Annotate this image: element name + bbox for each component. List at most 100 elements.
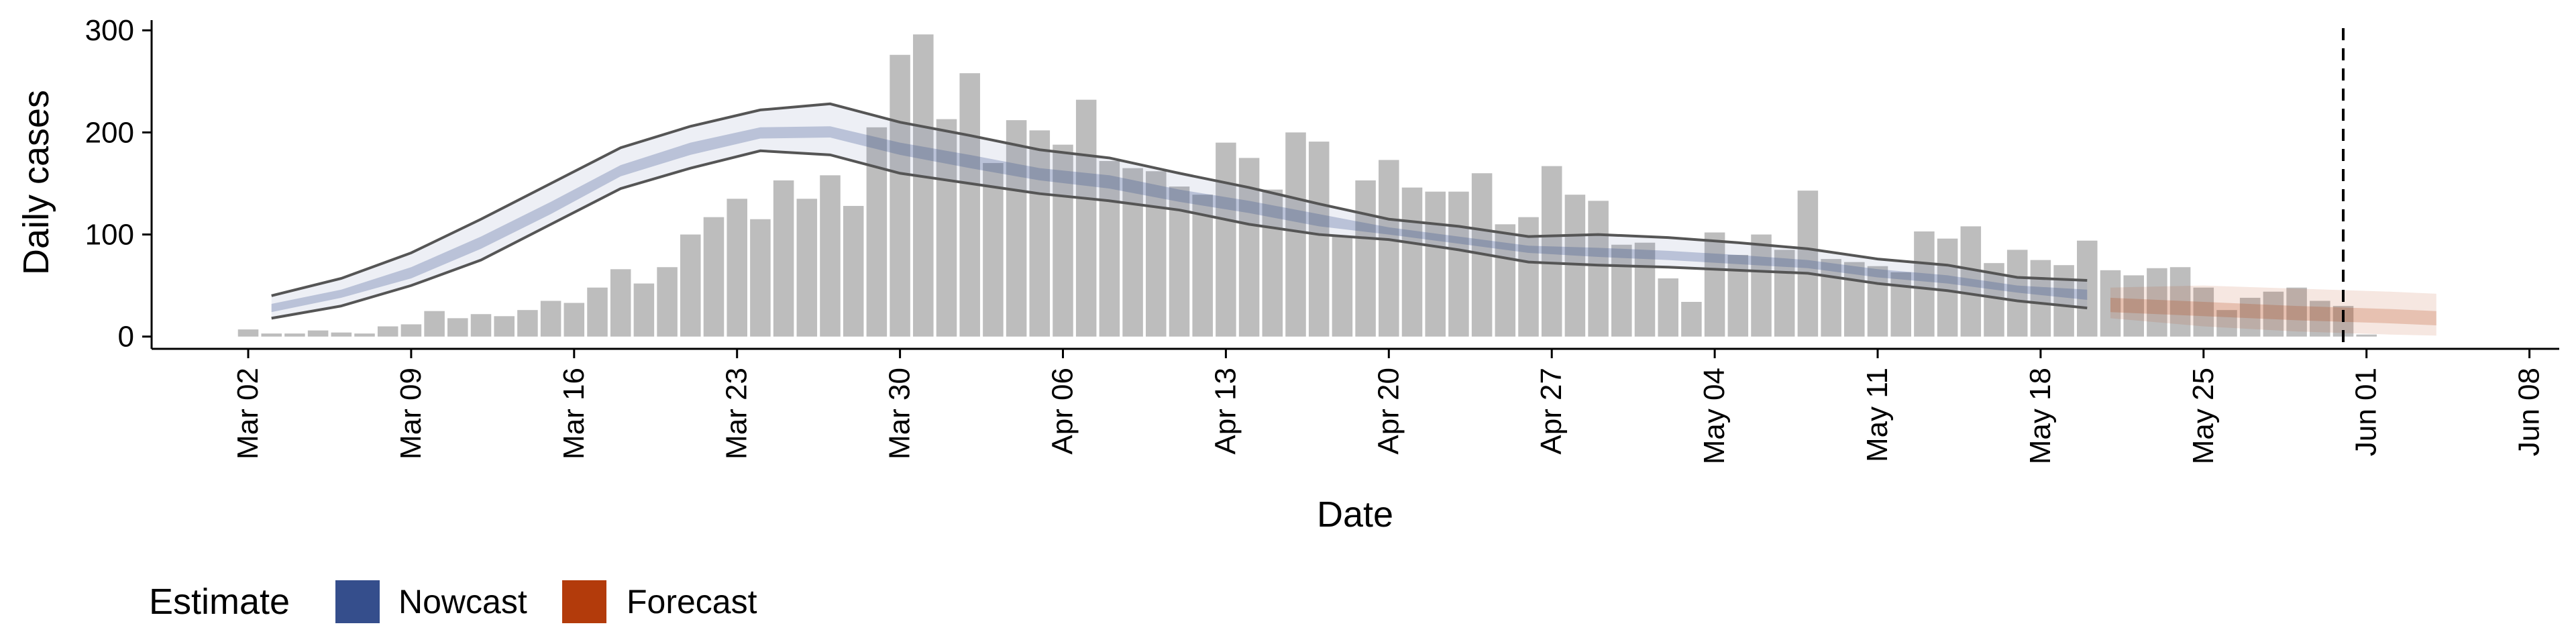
bar [284, 333, 305, 337]
bar [2356, 334, 2377, 337]
bar [1099, 161, 1120, 337]
bar [540, 301, 561, 337]
bar [680, 234, 701, 337]
x-tick-label: Apr 27 [1535, 368, 1568, 455]
bar [2077, 240, 2098, 337]
bar [354, 333, 375, 337]
bar [400, 324, 422, 337]
bar [2216, 310, 2237, 337]
bar [1285, 132, 1306, 337]
bar [1075, 99, 1097, 337]
bar [1611, 244, 1632, 337]
bar [517, 310, 538, 337]
y-axis-title: Daily cases [16, 90, 56, 275]
bar [913, 34, 934, 337]
bar [1588, 201, 1609, 337]
bar [470, 314, 492, 337]
bar [983, 163, 1004, 337]
bar [1960, 226, 1982, 337]
bar [1122, 168, 1143, 337]
bar [331, 332, 352, 337]
bar [1541, 166, 1562, 337]
bar [1774, 250, 1795, 337]
legend-label-nowcast: Nowcast [398, 583, 527, 621]
bar [1797, 191, 1819, 337]
bar [796, 199, 818, 337]
bar [1216, 142, 1236, 337]
bar [1379, 160, 1399, 337]
x-tick-label: Mar 30 [883, 368, 916, 460]
bar [1634, 242, 1656, 337]
bar [2006, 250, 2028, 337]
bar [610, 269, 631, 337]
lines-layer [271, 102, 2088, 320]
bar [890, 54, 910, 337]
y-tick-label: 0 [118, 321, 134, 354]
bar [494, 316, 515, 337]
bar [564, 303, 585, 337]
x-tick-label: Jun 01 [2350, 368, 2383, 456]
bar [1704, 232, 1725, 337]
bar [2147, 268, 2167, 337]
bands-layer [271, 103, 2436, 336]
x-tick-label: May 25 [2187, 368, 2220, 464]
legend-title: Estimate [149, 582, 290, 622]
bar [1029, 130, 1051, 337]
bar [820, 175, 841, 337]
bar [1821, 259, 1841, 337]
y-tick-label: 100 [85, 219, 134, 252]
bar [1053, 144, 1073, 337]
legend-key-forecast [562, 580, 606, 623]
bar [587, 287, 608, 337]
x-tick-label: Apr 06 [1046, 368, 1079, 455]
bar [1890, 272, 1911, 337]
bar [1448, 191, 1469, 337]
bar [1192, 195, 1213, 337]
bar [1401, 187, 1423, 337]
bar [1914, 231, 1935, 337]
bar [936, 119, 957, 337]
bar [657, 267, 678, 337]
forecast-band-90 [2110, 285, 2436, 336]
bar [750, 219, 771, 337]
x-tick-label: Mar 23 [720, 368, 753, 460]
x-axis-ticks: Mar 02 Mar 09 Mar 16 Mar 23 Mar 30 Apr 06 Apr … [231, 349, 2546, 464]
y-tick-label: 300 [85, 14, 134, 47]
nowcast-upper-line [271, 102, 2088, 297]
legend-key-nowcast [335, 580, 380, 623]
bar [2286, 287, 2307, 337]
bar [1495, 224, 1516, 337]
bar [2100, 270, 2121, 337]
bar [1262, 189, 1283, 337]
bar [307, 330, 329, 337]
bar [633, 283, 655, 337]
bar [1355, 180, 1376, 337]
bar [377, 326, 398, 337]
bar [447, 318, 468, 337]
bar [261, 333, 282, 337]
bar [2053, 265, 2074, 337]
x-tick-label: Jun 08 [2513, 368, 2546, 456]
bar [866, 127, 888, 337]
x-tick-label: Mar 16 [557, 368, 590, 460]
x-tick-label: May 18 [2024, 368, 2057, 464]
bar [237, 329, 259, 337]
bar [1937, 238, 1958, 337]
bar [2193, 287, 2214, 337]
x-tick-label: Mar 09 [394, 368, 427, 460]
bar [1006, 120, 1027, 337]
nowcast-band-90 [271, 103, 2088, 319]
bar [703, 217, 724, 337]
x-tick-label: Apr 13 [1209, 368, 1242, 455]
bar [2030, 260, 2051, 337]
bar [2169, 267, 2191, 337]
bar [1867, 266, 1888, 337]
bar [1332, 236, 1353, 337]
bar [843, 205, 864, 337]
legend-label-forecast: Forecast [627, 583, 757, 621]
bar [1425, 191, 1446, 337]
bar [2123, 275, 2144, 337]
bar [2239, 297, 2261, 337]
x-axis-title: Date [1317, 494, 1393, 535]
